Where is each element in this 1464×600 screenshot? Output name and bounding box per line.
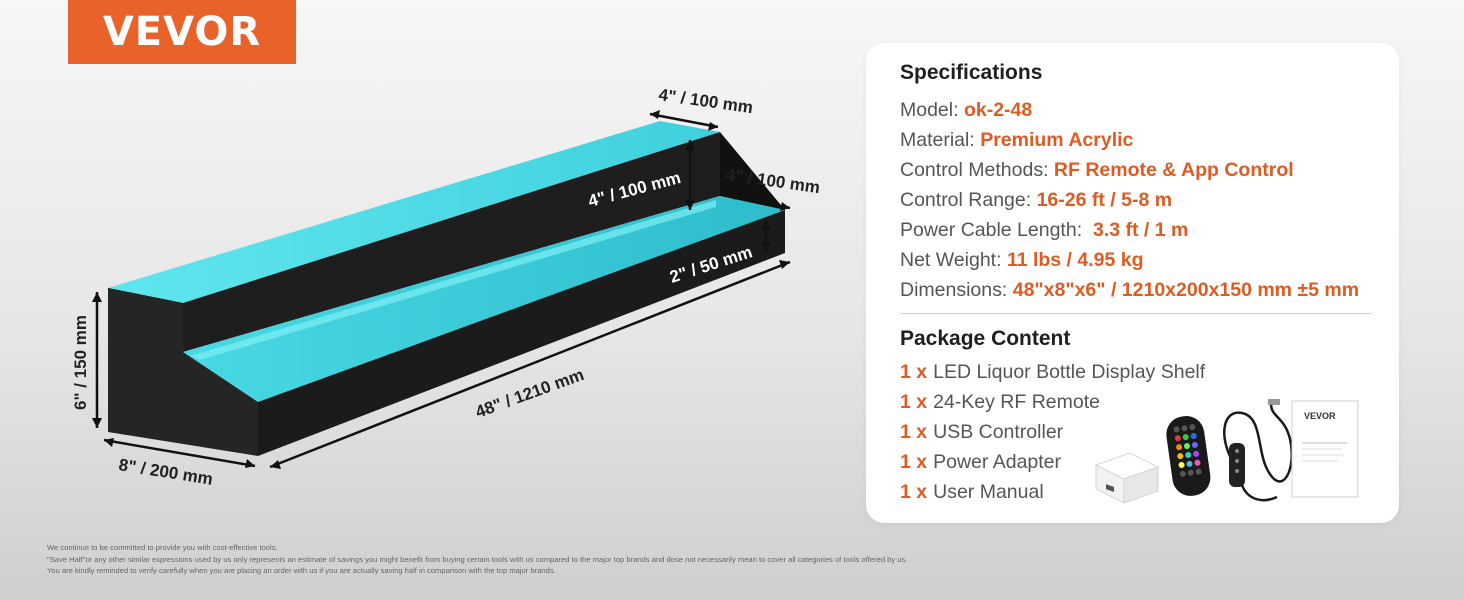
package-title: Package Content xyxy=(900,327,1071,350)
footnote-line: You are kindly reminded to verify carefu… xyxy=(47,566,556,575)
package-qty: 1 x xyxy=(900,361,928,383)
spec-label: Net Weight: xyxy=(900,249,1007,271)
package-item: 1 x Power Adapter xyxy=(900,451,1061,474)
spec-label: Material: xyxy=(900,129,981,151)
package-name: User Manual xyxy=(933,481,1044,503)
package-name: Power Adapter xyxy=(933,451,1062,473)
logo-text: VEVOR xyxy=(102,9,262,55)
spec-value: 16-26 ft / 5-8 m xyxy=(1036,189,1173,211)
spec-value: RF Remote & App Control xyxy=(1053,159,1294,181)
spec-row-control-methods: Control Methods: RF Remote & App Control xyxy=(900,159,1294,182)
spec-value: Premium Acrylic xyxy=(980,129,1134,151)
led-shelf-illustration: 4" / 100 mm 4" / 100 mm 4" / 100 mm 2" /… xyxy=(71,85,821,489)
package-item: 1 x 24-Key RF Remote xyxy=(900,391,1100,414)
lower-front-face xyxy=(258,210,785,456)
dim-total-depth: 8" / 200 mm xyxy=(117,455,214,489)
usb-controller-icon xyxy=(1223,399,1293,502)
spec-row-control-range: Control Range: 16-26 ft / 5-8 m xyxy=(900,189,1172,212)
spec-card: Specifications Model: ok-2-48 Material: … xyxy=(866,43,1399,523)
spec-value: 11 lbs / 4.95 kg xyxy=(1006,249,1144,271)
controller-box xyxy=(1229,443,1245,487)
vevor-logo: VEVOR xyxy=(68,0,296,64)
footnote-line: We continue to be committed to provide y… xyxy=(47,543,278,552)
spec-title: Specifications xyxy=(900,61,1043,84)
spec-value: 48"x8"x6" / 1210x200x150 mm ±5 mm xyxy=(1012,279,1360,301)
spec-value: ok-2-48 xyxy=(963,99,1033,121)
spec-row-material: Material: Premium Acrylic xyxy=(900,129,1133,152)
package-qty: 1 x xyxy=(900,481,928,503)
remote-icon xyxy=(1166,416,1211,496)
spec-row-model: Model: ok-2-48 xyxy=(900,99,1032,122)
upper-top-surface xyxy=(108,121,720,303)
spec-label: Power Cable Length: xyxy=(900,219,1093,241)
manual-brand-text: VEVOR xyxy=(1304,411,1336,421)
accessories-image: VEVOR xyxy=(1094,399,1359,504)
package-item: 1 x User Manual xyxy=(900,481,1044,504)
package-item: 1 x LED Liquor Bottle Display Shelf xyxy=(900,361,1205,384)
spec-label: Control Methods: xyxy=(900,159,1054,181)
dim-total-height: 6" / 150 mm xyxy=(71,315,90,410)
upper-front-face xyxy=(183,132,720,352)
package-item: 1 x USB Controller xyxy=(900,421,1063,444)
dim-top-depth: 4" / 100 mm xyxy=(657,85,754,117)
dim-length: 48" / 1210 mm xyxy=(473,365,587,422)
power-adapter-icon xyxy=(1094,452,1160,504)
divider xyxy=(900,313,1372,314)
spec-label: Dimensions: xyxy=(900,279,1013,301)
package-qty: 1 x xyxy=(900,421,928,443)
package-qty: 1 x xyxy=(900,391,928,413)
user-manual-icon: VEVOR xyxy=(1291,400,1359,498)
package-qty: 1 x xyxy=(900,451,928,473)
footnote: We continue to be committed to provide y… xyxy=(47,542,907,577)
spec-label: Control Range: xyxy=(900,189,1037,211)
package-name: LED Liquor Bottle Display Shelf xyxy=(933,361,1206,383)
spec-row-net-weight: Net Weight: 11 lbs / 4.95 kg xyxy=(900,249,1144,272)
package-name: 24-Key RF Remote xyxy=(933,391,1101,413)
spec-row-dimensions: Dimensions: 48"x8"x6" / 1210x200x150 mm … xyxy=(900,279,1359,302)
spec-label: Model: xyxy=(900,99,964,121)
spec-value: 3.3 ft / 1 m xyxy=(1092,219,1189,241)
lower-step-surface xyxy=(183,196,785,402)
left-side-face xyxy=(108,288,258,456)
spec-row-cable-length: Power Cable Length: 3.3 ft / 1 m xyxy=(900,219,1188,242)
footnote-line: "Save Half"or any other similar expressi… xyxy=(47,554,908,564)
package-name: USB Controller xyxy=(933,421,1064,443)
